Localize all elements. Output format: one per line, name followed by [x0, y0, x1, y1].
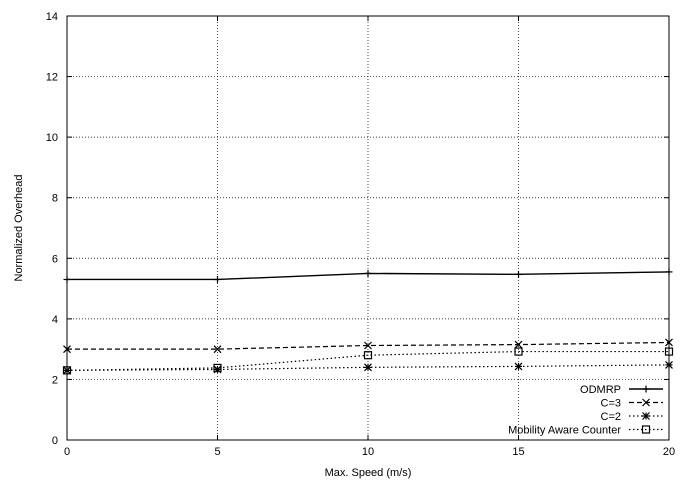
x-tick-label: 0 — [64, 446, 70, 458]
data-point — [514, 340, 523, 349]
data-point — [514, 362, 523, 371]
y-tick-label: 4 — [52, 314, 58, 326]
y-tick-label: 8 — [52, 193, 58, 205]
marker-stroke — [642, 398, 650, 407]
data-point — [63, 275, 71, 283]
data-point — [364, 269, 372, 277]
marker-stroke — [213, 345, 222, 354]
data-point — [214, 275, 221, 283]
y-tick-label: 10 — [46, 132, 58, 144]
data-point — [63, 345, 71, 354]
marker-stroke — [665, 338, 673, 347]
marker-square — [641, 425, 651, 434]
data-point — [363, 351, 373, 360]
grid — [67, 16, 669, 440]
marker-stroke — [665, 360, 673, 369]
marker-square — [363, 351, 373, 360]
data-point — [664, 347, 674, 356]
series-layer — [62, 268, 674, 375]
marker-stroke — [364, 363, 372, 372]
data-point — [665, 268, 673, 276]
marker-stroke — [63, 345, 71, 354]
legend-label: Mobility Aware Counter — [508, 425, 621, 437]
series-3 — [62, 347, 674, 375]
marker-stroke — [514, 340, 523, 349]
legend-item: Mobility Aware Counter — [508, 425, 663, 437]
marker-square — [62, 366, 72, 375]
data-point — [641, 425, 651, 434]
marker-square — [514, 347, 523, 356]
marker-square — [664, 347, 674, 356]
data-point — [364, 363, 372, 372]
data-point — [665, 338, 673, 347]
series-1 — [63, 338, 673, 354]
y-tick-label: 6 — [52, 253, 58, 265]
marker-stroke — [642, 412, 650, 420]
legend-item: C=2 — [601, 411, 663, 423]
legend-label: C=2 — [601, 411, 622, 423]
y-tick-label: 2 — [52, 374, 58, 386]
marker-square — [213, 363, 222, 373]
series-line — [66, 350, 669, 371]
data-point — [642, 398, 650, 407]
legend: ODMRP C=3C=2 Mobility Aware Counter — [508, 384, 663, 437]
legend-item: C=3 — [601, 398, 663, 410]
data-point — [213, 363, 222, 373]
legend-label: C=3 — [601, 398, 622, 410]
series-line — [67, 341, 670, 350]
data-point — [665, 360, 673, 369]
data-point — [515, 270, 522, 278]
x-tick-label: 20 — [663, 446, 675, 458]
data-point — [514, 347, 523, 356]
legend-item: ODMRP — [580, 384, 663, 396]
marker-stroke — [514, 362, 523, 371]
axis-ticks: 0 5 10 15 20 0 2 4 6 8 10 12 14 — [46, 11, 675, 458]
series-0 — [63, 268, 673, 283]
x-tick-label: 15 — [512, 446, 524, 458]
y-tick-label: 0 — [52, 435, 58, 447]
x-tick-label: 10 — [362, 446, 374, 458]
marker-stroke — [364, 341, 372, 350]
data-point — [642, 385, 650, 393]
y-tick-label: 14 — [46, 11, 58, 23]
data-point — [364, 341, 372, 350]
y-axis-label: Normalized Overhead — [13, 175, 25, 282]
y-tick-label: 12 — [46, 72, 58, 84]
legend-label: ODMRP — [580, 384, 621, 396]
data-point — [62, 366, 72, 375]
x-tick-label: 5 — [214, 446, 220, 458]
x-axis-label: Max. Speed (m/s) — [325, 467, 412, 479]
data-point — [642, 412, 650, 420]
data-point — [213, 345, 222, 354]
